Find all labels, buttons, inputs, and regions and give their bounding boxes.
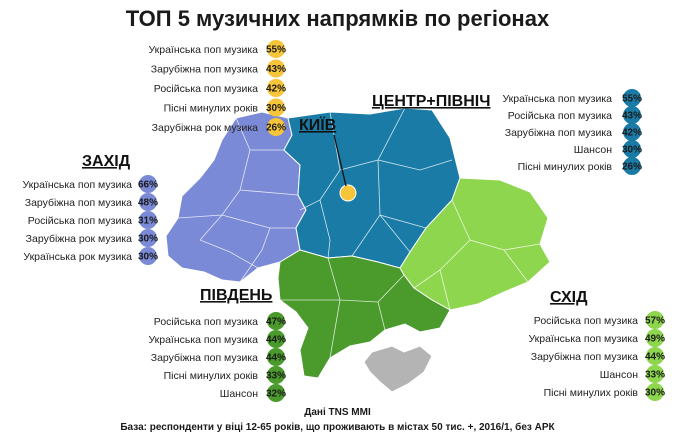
pct-value-west-4: 30% xyxy=(138,234,158,245)
pct-value-kyiv-5: 26% xyxy=(266,123,286,134)
pct-value-kyiv-2: 43% xyxy=(266,64,286,75)
pct-badge-center-north-1 xyxy=(623,89,641,107)
pct-value-south-3: 44% xyxy=(266,353,286,364)
footer-base: База: респонденти у віці 12-65 років, що… xyxy=(120,422,555,433)
region-title-east: СХІД xyxy=(550,289,588,306)
pct-badge-kyiv-1 xyxy=(267,40,285,58)
genre-label-center-north-2: Російська поп музика xyxy=(508,110,612,122)
genre-label-west-2: Зарубіжна поп музика xyxy=(25,197,132,209)
pct-badge-west-4 xyxy=(139,229,157,247)
pct-badge-east-5 xyxy=(646,383,664,401)
genre-label-west-5: Українська рок музика xyxy=(23,251,132,263)
pct-value-south-2: 44% xyxy=(266,335,286,346)
genre-label-kyiv-5: Зарубіжна рок музика xyxy=(152,122,258,134)
genre-label-kyiv-2: Зарубіжна поп музика xyxy=(151,64,258,76)
pct-value-east-4: 33% xyxy=(645,370,665,381)
pct-value-center-north-5: 26% xyxy=(622,162,642,173)
genre-label-center-north-4: Шансон xyxy=(574,144,612,156)
region-east-shape xyxy=(399,177,551,311)
genre-label-kyiv-4: Пісні минулих років xyxy=(164,103,259,115)
pct-badge-south-3 xyxy=(267,348,285,366)
pct-badge-east-1 xyxy=(646,311,664,329)
pct-badge-kyiv-4 xyxy=(267,98,285,117)
pct-value-west-3: 31% xyxy=(138,216,158,227)
pct-badge-west-1 xyxy=(139,175,157,193)
region-title-center-north: ЦЕНТР+ПІВНІЧ xyxy=(372,93,490,110)
kyiv-marker xyxy=(339,184,357,202)
pct-value-kyiv-1: 55% xyxy=(266,45,286,56)
genre-label-east-1: Російська поп музика xyxy=(534,315,638,327)
pct-value-center-north-2: 43% xyxy=(622,111,642,122)
page-title: ТОП 5 музичних напрямків по регіонах xyxy=(125,6,550,31)
pct-value-south-5: 32% xyxy=(266,389,286,400)
pct-value-south-1: 47% xyxy=(266,317,286,328)
pct-badge-east-4 xyxy=(646,365,664,383)
pct-badge-center-north-5 xyxy=(623,157,641,175)
region-title-west: ЗАХІД xyxy=(82,153,131,170)
pct-value-center-north-4: 30% xyxy=(622,145,642,156)
genre-label-center-north-3: Зарубіжна поп музика xyxy=(505,127,612,139)
genre-label-east-2: Українська поп музика xyxy=(528,333,638,345)
pct-value-west-1: 66% xyxy=(138,180,158,191)
capital-label: КИЇВ xyxy=(299,116,336,134)
pct-badge-south-1 xyxy=(267,312,285,330)
pct-value-east-3: 44% xyxy=(645,352,665,363)
pct-badge-west-3 xyxy=(139,211,157,229)
genre-label-south-2: Українська поп музика xyxy=(148,334,258,346)
crimea-shape xyxy=(363,345,433,393)
pct-value-west-2: 48% xyxy=(138,198,158,209)
pct-badge-east-3 xyxy=(646,347,664,365)
pct-badge-center-north-2 xyxy=(623,106,641,124)
genre-label-east-3: Зарубіжна поп музика xyxy=(531,351,638,363)
pct-value-south-4: 33% xyxy=(266,371,286,382)
pct-value-kyiv-3: 42% xyxy=(266,84,286,95)
pct-badge-west-5 xyxy=(139,247,157,265)
pct-value-kyiv-4: 30% xyxy=(266,103,286,114)
pct-badge-east-2 xyxy=(646,329,664,347)
pct-badge-south-4 xyxy=(267,366,285,384)
genre-label-kyiv-3: Російська поп музика xyxy=(154,83,258,95)
genre-label-center-north-5: Пісні минулих років xyxy=(518,161,613,173)
pct-value-center-north-3: 42% xyxy=(622,128,642,139)
genre-label-west-3: Російська поп музика xyxy=(28,215,132,227)
genre-label-center-north-1: Українська поп музика xyxy=(502,93,612,105)
pct-value-east-5: 30% xyxy=(645,388,665,399)
region-west-shape xyxy=(165,111,307,283)
pct-value-center-north-1: 55% xyxy=(622,94,642,105)
genre-label-west-1: Українська поп музика xyxy=(22,179,132,191)
pct-badge-kyiv-3 xyxy=(267,79,285,97)
genre-label-south-5: Шансон xyxy=(220,388,258,400)
genre-label-west-4: Зарубіжна рок музика xyxy=(26,233,132,245)
footer-source: Дані TNS MMI xyxy=(304,407,371,418)
pct-badge-kyiv-5 xyxy=(267,118,285,136)
footer: Дані TNS MMI База: респонденти у віці 12… xyxy=(0,405,675,435)
region-title-south: ПІВДЕНЬ xyxy=(200,287,272,304)
pct-badge-south-2 xyxy=(267,330,285,348)
genre-label-kyiv-1: Українська поп музика xyxy=(148,44,258,56)
pct-badge-west-2 xyxy=(139,193,157,211)
pct-badge-center-north-3 xyxy=(623,123,641,141)
genre-label-south-1: Російська поп музика xyxy=(154,316,258,328)
pct-value-east-2: 49% xyxy=(645,334,665,345)
genre-label-south-3: Зарубіжна поп музика xyxy=(151,352,258,364)
pct-value-west-5: 30% xyxy=(138,252,158,263)
pct-badge-south-5 xyxy=(267,384,285,402)
pct-badge-kyiv-2 xyxy=(267,59,285,78)
pct-value-east-1: 57% xyxy=(645,316,665,327)
genre-label-east-4: Шансон xyxy=(600,369,638,381)
pct-badge-center-north-4 xyxy=(623,140,641,158)
genre-label-south-4: Пісні минулих років xyxy=(164,370,259,382)
genre-label-east-5: Пісні минулих років xyxy=(544,387,639,399)
